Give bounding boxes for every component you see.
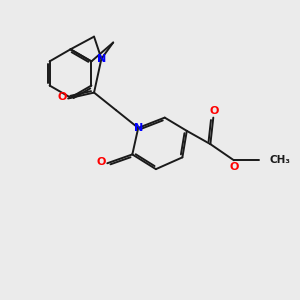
Text: O: O bbox=[209, 106, 219, 116]
Text: O: O bbox=[58, 92, 67, 102]
Text: CH₃: CH₃ bbox=[269, 155, 290, 165]
Text: N: N bbox=[134, 123, 143, 133]
Text: N: N bbox=[97, 54, 106, 64]
Text: O: O bbox=[229, 162, 239, 172]
Text: O: O bbox=[96, 157, 106, 167]
